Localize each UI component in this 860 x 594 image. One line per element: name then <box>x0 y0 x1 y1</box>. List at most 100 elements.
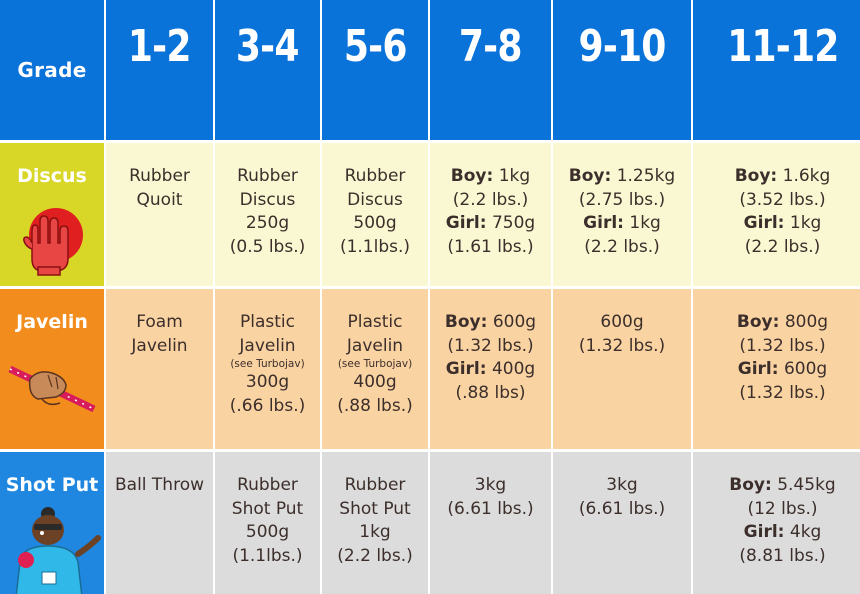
cell-line: Javelin <box>346 335 404 356</box>
gender-label: Girl: <box>445 213 487 233</box>
gender-label: Girl: <box>737 359 779 379</box>
cell-line: Girl: 600g <box>693 358 860 382</box>
cell-line: Plastic <box>347 312 403 332</box>
grade-column-header: 1-2 <box>106 0 213 140</box>
discus-grade-11-12-cell: Boy: 1.6kg (3.52 lbs.) Girl: 1kg (2.2 lbs.) <box>693 143 860 286</box>
grade-label: Grade <box>17 58 87 82</box>
cell-line: (1.32 lbs.) <box>739 335 826 356</box>
shot-put-grade-5-6-cell: Rubber Shot Put 1kg (2.2 lbs.) <box>322 452 428 594</box>
gender-label: Boy: <box>736 312 780 332</box>
cell-line: 3kg <box>606 475 638 495</box>
grade-range: 5-6 <box>343 20 408 72</box>
javelin-grade-11-12-cell: Boy: 800g (1.32 lbs.) Girl: 600g (1.32 lbs.… <box>693 289 860 449</box>
row-label-discus: Discus <box>0 143 104 286</box>
cell-line: 250g <box>245 213 290 233</box>
weight-value: 1.25kg <box>611 166 676 186</box>
discus-grade-5-6-cell: Rubber Discus 500g (1.1lbs.) <box>322 143 428 286</box>
javelin-grade-7-8-cell: Boy: 600g (1.32 lbs.) Girl: 400g (.88 lbs) <box>430 289 551 449</box>
event-name: Javelin <box>16 311 88 333</box>
grade-column-header: 5-6 <box>322 0 428 140</box>
cell-line: Rubber <box>129 166 190 186</box>
shot-put-grade-1-2-cell: Ball Throw <box>106 452 213 594</box>
cell-line: (2.2 lbs.) <box>584 236 660 257</box>
cell-note: (see Turbojav) <box>230 358 305 370</box>
cell-line: 1kg <box>359 522 391 542</box>
cell-line: Boy: 5.45kg <box>693 474 860 498</box>
cell-line: Foam <box>136 312 183 332</box>
shot-put-grade-11-12-cell: Boy: 5.45kg (12 lbs.) Girl: 4kg (8.81 lbs.) <box>693 452 860 594</box>
weight-value: 600g <box>778 359 828 379</box>
gender-label: Girl: <box>583 213 624 233</box>
cell-line: 3kg <box>474 475 507 495</box>
shot-put-grade-3-4-cell: Rubber Shot Put 500g (1.1lbs.) <box>215 452 320 594</box>
cell-line: Girl: 4kg <box>693 521 860 545</box>
cell-line: Rubber <box>344 475 406 495</box>
cell-line: (6.61 lbs.) <box>447 498 534 519</box>
gender-label: Boy: <box>444 312 488 332</box>
weight-value: 750g <box>486 213 536 233</box>
gender-label: Boy: <box>450 166 494 186</box>
cell-line: (1.61 lbs.) <box>447 236 534 257</box>
cell-line: Girl: 400g <box>430 358 551 382</box>
cell-line: Boy: 600g <box>430 311 551 335</box>
cell-line: (1.32 lbs.) <box>447 335 534 356</box>
cell-line: (3.52 lbs.) <box>739 189 826 210</box>
javelin-grade-1-2-cell: Foam Javelin <box>106 289 213 449</box>
gender-label: Boy: <box>734 166 778 186</box>
cell-line: (2.2 lbs.) <box>337 545 413 566</box>
event-name: Shot Put <box>5 474 99 496</box>
grade-range: 11-12 <box>726 20 839 72</box>
weight-value: 1kg <box>493 166 531 186</box>
grade-range: 7-8 <box>459 20 523 72</box>
cell-line: (2.2 lbs.) <box>452 189 529 210</box>
cell-line: (0.5 lbs.) <box>229 236 306 257</box>
cell-line: Javelin <box>239 335 296 356</box>
javelin-grade-9-10-cell: 600g (1.32 lbs.) <box>553 289 691 449</box>
cell-line: (2.2 lbs.) <box>744 236 821 257</box>
cell-line: 500g <box>353 213 397 233</box>
cell-line: (1.32 lbs.) <box>578 335 666 356</box>
row-label-javelin: Javelin <box>0 289 104 449</box>
event-name: Discus <box>17 165 87 187</box>
cell-line: Girl: 1kg <box>553 212 691 236</box>
cell-line: (1.1lbs.) <box>339 236 411 257</box>
cell-line: Javelin <box>131 335 188 356</box>
cell-line: (.66 lbs.) <box>229 395 306 416</box>
cell-line: Boy: 1.25kg <box>553 165 691 189</box>
cell-line: Girl: 1kg <box>693 212 860 236</box>
weight-value: 1kg <box>784 213 822 233</box>
discus-grade-7-8-cell: Boy: 1kg (2.2 lbs.) Girl: 750g (1.61 lbs.) <box>430 143 551 286</box>
cell-line: (.88 lbs.) <box>337 395 413 416</box>
cell-line: Rubber <box>237 475 298 495</box>
discus-grade-1-2-cell: Rubber Quoit <box>106 143 213 286</box>
javelin-grade-3-4-cell: Plastic Javelin (see Turbojav) 300g (.66 lbs… <box>215 289 320 449</box>
cell-line: (1.1lbs.) <box>232 545 303 566</box>
gender-label: Girl: <box>743 213 785 233</box>
cell-line: Boy: 800g <box>693 311 860 335</box>
cell-line: Discus <box>239 189 296 210</box>
cell-line: 300g <box>245 372 290 392</box>
cell-line: (8.81 lbs.) <box>739 545 826 566</box>
cell-line: (.88 lbs) <box>455 382 526 403</box>
grade-column-header: 7-8 <box>430 0 551 140</box>
weight-value: 1.6kg <box>777 166 831 186</box>
weight-value: 800g <box>779 312 829 332</box>
row-label-shot-put: Shot Put <box>0 452 104 594</box>
grade-header-cell: Grade <box>0 0 104 140</box>
cell-line: (6.61 lbs.) <box>578 498 666 519</box>
grade-range: 3-4 <box>236 20 300 72</box>
grade-column-header: 9-10 <box>553 0 691 140</box>
cell-line: (1.32 lbs.) <box>739 382 826 403</box>
shot-put-athlete-icon <box>15 507 101 594</box>
cell-line: Shot Put <box>231 498 304 519</box>
discus-grade-3-4-cell: Rubber Discus 250g (0.5 lbs.) <box>215 143 320 286</box>
cell-line: Discus <box>347 189 403 210</box>
weight-value: 5.45kg <box>771 475 836 495</box>
gender-label: Boy: <box>729 475 772 495</box>
grade-column-header: 11-12 <box>693 0 860 140</box>
cell-line: Shot Put <box>339 498 411 519</box>
cell-line: 400g <box>353 372 397 392</box>
hand-with-discus-icon <box>23 208 83 276</box>
weight-value: 400g <box>486 359 536 379</box>
